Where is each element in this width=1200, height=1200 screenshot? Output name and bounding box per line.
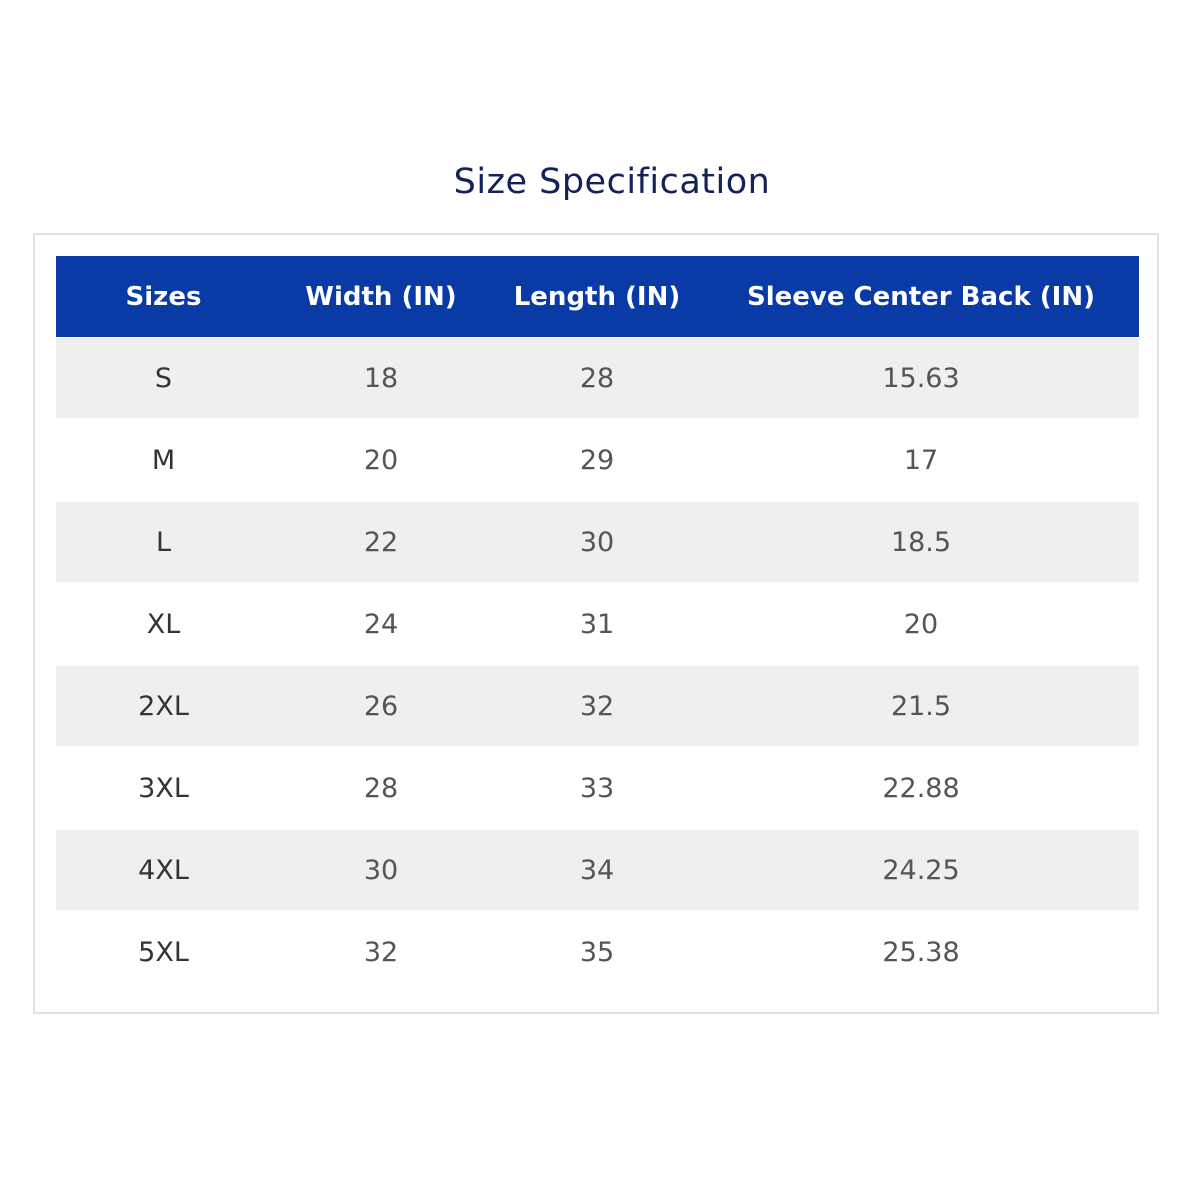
cell-size: 3XL [138,772,189,804]
table-frame [33,233,1159,1014]
cell-width: 26 [363,690,399,722]
table-row: 2XL 26 32 21.5 [56,666,1139,746]
cell-length: 34 [579,854,615,886]
cell-length: 33 [579,772,615,804]
cell-size: 4XL [138,854,189,886]
cell-sleeve: 20 [903,608,939,640]
cell-size: L [155,526,172,558]
table-row: 4XL 30 34 24.25 [56,830,1139,910]
cell-length: 32 [579,690,615,722]
table-row: L 22 30 18.5 [56,502,1139,582]
cell-sleeve: 25.38 [882,936,960,968]
cell-size: M [151,444,176,476]
size-table: Sizes Width (IN) Length (IN) Sleeve Cent… [56,256,1139,993]
cell-width: 20 [363,444,399,476]
cell-sleeve: 18.5 [890,526,952,558]
cell-width: 18 [363,362,399,394]
table-row: 5XL 32 35 25.38 [56,911,1139,993]
table-row: XL 24 31 20 [56,583,1139,665]
header-sleeve: Sleeve Center Back (IN) [746,281,1096,312]
header-sizes: Sizes [125,281,202,312]
cell-length: 35 [579,936,615,968]
cell-width: 30 [363,854,399,886]
page-title: Size Specification [453,162,771,202]
cell-length: 29 [579,444,615,476]
cell-size: XL [146,608,181,640]
cell-sleeve: 24.25 [882,854,960,886]
table-row: 3XL 28 33 22.88 [56,747,1139,829]
table-row: S 18 28 15.63 [56,338,1139,418]
cell-sleeve: 15.63 [882,362,960,394]
cell-width: 24 [363,608,399,640]
cell-width: 22 [363,526,399,558]
cell-length: 28 [579,362,615,394]
cell-size: 2XL [138,690,189,722]
table-row: M 20 29 17 [56,419,1139,501]
cell-width: 28 [363,772,399,804]
cell-size: S [154,362,173,394]
cell-size: 5XL [138,936,189,968]
cell-length: 31 [579,608,615,640]
header-width: Width (IN) [305,281,457,312]
cell-width: 32 [363,936,399,968]
cell-sleeve: 17 [903,444,939,476]
header-length: Length (IN) [513,281,681,312]
cell-sleeve: 21.5 [890,690,952,722]
table-header: Sizes Width (IN) Length (IN) Sleeve Cent… [56,256,1139,337]
cell-length: 30 [579,526,615,558]
cell-sleeve: 22.88 [882,772,960,804]
